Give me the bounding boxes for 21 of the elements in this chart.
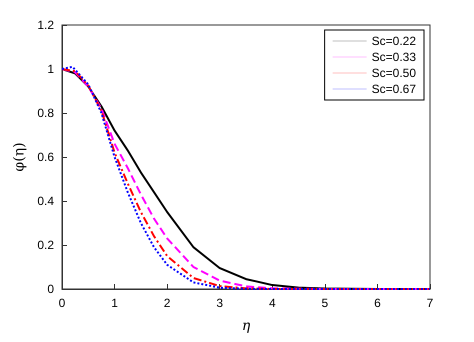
x-axis-title: η [242,318,251,334]
y-tick-label: 1 [47,62,54,76]
x-tick-label: 7 [426,296,434,310]
x-tick-label: 4 [268,296,276,310]
legend-label: Sc=0.67 [372,82,416,96]
x-tick-label: 3 [216,296,224,310]
legend-label: Sc=0.22 [372,34,416,48]
y-tick-label: 0.6 [37,150,54,164]
x-tick-label: 0 [58,296,66,310]
y-tick-label: 0.2 [37,238,54,252]
y-tick-label: 0.4 [37,194,54,208]
legend-label: Sc=0.33 [372,50,416,64]
y-tick-label: 0 [47,282,54,296]
legend-label: Sc=0.50 [372,66,416,80]
x-tick-label: 5 [322,296,329,310]
y-axis-title: φ(η) [11,142,28,172]
x-tick-label: 1 [111,296,118,310]
y-tick-label: 1.2 [37,18,54,32]
y-tick-label: 0.8 [37,106,54,120]
x-tick-label: 2 [164,296,171,310]
x-tick-label: 6 [374,296,382,310]
